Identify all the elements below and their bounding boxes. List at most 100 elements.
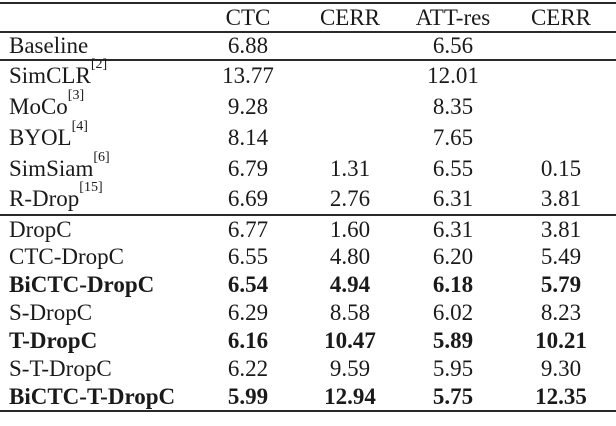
results-table: CTC CERR ATT-res CERR Baseline 6.88 6.56 Si… [0, 2, 616, 412]
cell-value: 8.23 [540, 300, 582, 325]
cell-value [300, 32, 400, 60]
cell-value: 4.94 [329, 272, 371, 297]
cell-value: 5.99 [227, 383, 269, 409]
cell-value: 6.31 [432, 186, 474, 211]
cell-value: 8.35 [432, 93, 474, 119]
cell-value [300, 122, 400, 153]
cell-value: 6.56 [432, 33, 474, 58]
cell-value: 8.14 [227, 124, 269, 150]
method-name: BiCTC-T-DropC [9, 383, 176, 409]
row-label: CTC-DropC [0, 243, 196, 271]
cell-value: 13.77 [222, 63, 274, 88]
method-name: BiCTC-DropC [9, 272, 155, 297]
cell-value: 6.16 [227, 328, 269, 353]
row-label: BYOL[4] [0, 118, 196, 153]
cell-value: 10.47 [324, 328, 376, 353]
table-row: SimSiam[6] 6.79 1.31 6.55 0.15 [0, 150, 616, 184]
method-name: SimSiam [9, 155, 94, 181]
citation-ref: [2] [90, 57, 108, 73]
method-name: Baseline [9, 33, 89, 58]
paper-table-page: CTC CERR ATT-res CERR Baseline 6.88 6.56 Si… [0, 2, 616, 412]
cell-value: 6.55 [432, 155, 474, 181]
method-name: SimCLR [9, 63, 91, 88]
cell-value: 1.60 [329, 216, 371, 242]
table-section-2: DropC 6.77 1.60 6.31 3.81 CTC-DropC 6.55 4.80 6.… [0, 215, 616, 411]
cell-value: 6.18 [432, 272, 474, 297]
row-label: BiCTC-DropC [0, 271, 196, 299]
cell-value: 0.15 [540, 155, 582, 181]
cell-value: 6.20 [432, 244, 474, 269]
row-label: SimSiam[6] [0, 150, 196, 184]
cell-value: 5.75 [432, 383, 474, 409]
header-row: CTC CERR ATT-res CERR [0, 3, 616, 32]
cell-value: 9.30 [540, 356, 582, 381]
cell-value: 3.81 [540, 186, 582, 211]
cell-value: 5.79 [540, 272, 582, 297]
method-name: MoCo [9, 93, 68, 119]
cell-value: 10.21 [535, 328, 587, 353]
column-header-cerr-2: CERR [530, 4, 592, 30]
cell-value: 5.89 [432, 328, 474, 353]
row-label: S-DropC [0, 299, 196, 327]
method-name: BYOL [9, 124, 72, 150]
row-label: R-Drop[15] [0, 181, 196, 215]
row-label: S-T-DropC [0, 355, 196, 383]
method-name: DropC [9, 216, 72, 242]
citation-ref: [15] [79, 180, 103, 196]
row-label: Baseline [0, 32, 196, 60]
cell-value: 5.95 [432, 356, 474, 381]
cell-value: 6.54 [227, 272, 269, 297]
cell-value: 6.77 [227, 216, 269, 242]
cell-value: 6.02 [432, 300, 474, 325]
cell-value: 12.01 [427, 63, 479, 88]
cell-value: 8.58 [329, 300, 371, 325]
cell-value: 12.94 [324, 383, 376, 409]
table-row: R-Drop[15] 6.69 2.76 6.31 3.81 [0, 181, 616, 215]
table-row: T-DropC 6.16 10.47 5.89 10.21 [0, 327, 616, 355]
row-label: BiCTC-T-DropC [0, 383, 196, 411]
table-row: S-DropC 6.29 8.58 6.02 8.23 [0, 299, 616, 327]
table-row: S-T-DropC 6.22 9.59 5.95 9.30 [0, 355, 616, 383]
method-name: S-DropC [9, 300, 93, 325]
cell-value: 6.79 [227, 155, 269, 181]
cell-value: 9.28 [227, 93, 269, 119]
cell-value: 6.22 [227, 356, 269, 381]
cell-value: 6.55 [227, 244, 269, 269]
table-row: BiCTC-T-DropC 5.99 12.94 5.75 12.35 [0, 383, 616, 411]
method-name: S-T-DropC [9, 356, 112, 381]
table-row: CTC-DropC 6.55 4.80 6.20 5.49 [0, 243, 616, 271]
cell-value [506, 122, 616, 153]
cell-value [300, 91, 400, 122]
row-label: SimCLR[2] [0, 57, 196, 91]
cell-value: 6.31 [432, 216, 474, 242]
table-row: BiCTC-DropC 6.54 4.94 6.18 5.79 [0, 271, 616, 299]
row-label: T-DropC [0, 327, 196, 355]
cell-value [506, 60, 616, 91]
cell-value: 2.76 [329, 186, 371, 211]
method-name: R-Drop [9, 186, 80, 211]
cell-value [506, 32, 616, 60]
cell-value: 3.81 [540, 216, 582, 242]
cell-value: 5.49 [540, 244, 582, 269]
method-name: CTC-DropC [9, 244, 124, 269]
column-header-method [0, 3, 196, 32]
table-section-1: SimCLR[2] 13.77 12.01 MoCo[3] 9.28 8.35 BYOL[4… [0, 57, 616, 215]
citation-ref: [4] [71, 118, 88, 134]
column-header-cerr-1: CERR [319, 4, 381, 30]
table-row: Baseline 6.88 6.56 [0, 32, 616, 60]
cell-value: 12.35 [535, 383, 587, 409]
column-header-att-res: ATT-res [415, 4, 491, 30]
table-row: MoCo[3] 9.28 8.35 [0, 87, 616, 122]
table-row: DropC 6.77 1.60 6.31 3.81 [0, 215, 616, 243]
cell-value: 9.59 [329, 356, 371, 381]
cell-value [300, 60, 400, 91]
citation-ref: [3] [67, 87, 85, 103]
cell-value: 1.31 [329, 155, 371, 181]
cell-value: 4.80 [329, 244, 371, 269]
cell-value: 7.65 [432, 124, 474, 150]
column-header-ctc: CTC [225, 4, 271, 30]
cell-value: 6.69 [227, 186, 269, 211]
method-name: T-DropC [9, 328, 98, 353]
cell-value: 6.29 [227, 300, 269, 325]
table-header: CTC CERR ATT-res CERR [0, 3, 616, 32]
